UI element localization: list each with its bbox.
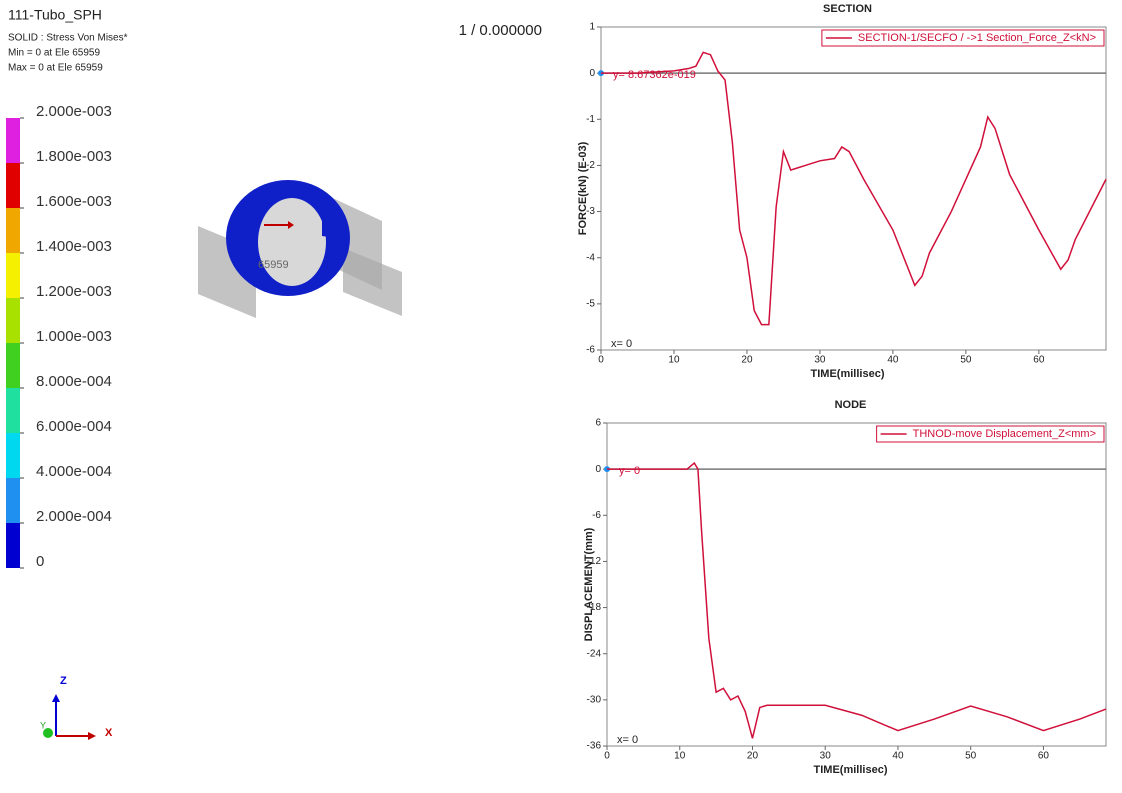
x-tick-label: 30	[820, 751, 832, 762]
triad-y	[43, 728, 53, 738]
chart-title: SECTION	[823, 3, 872, 15]
x-tick-label: 50	[960, 355, 972, 366]
colorbar-segment	[6, 343, 20, 388]
triad-x-label: X	[105, 727, 113, 739]
y-tick-label: 0	[589, 68, 595, 79]
triad-x-head	[88, 732, 96, 740]
chart: SECTION TIME(millisec) FORCE(kN) (E-03) -6 -…	[577, 3, 1107, 380]
plot-frame	[600, 26, 1107, 351]
x-tick-label: 40	[887, 355, 899, 366]
y-tick-label: 1	[589, 22, 595, 33]
colorbar-label: 2.000e-004	[36, 508, 112, 525]
y-tick-label: -4	[586, 252, 595, 263]
colorbar-segment	[6, 253, 20, 298]
colorbar-segment	[6, 478, 20, 523]
y-tick-label: -5	[586, 298, 595, 309]
colorbar-label: 1.800e-003	[36, 148, 112, 165]
legend-label: SECTION-1/SECFO / ->1 Section_Force_Z<kN…	[858, 32, 1096, 44]
series-line	[601, 51, 1107, 326]
y-tick-label: -12	[587, 556, 602, 567]
legend-label: THNOD-move Displacement_Z<mm>	[913, 428, 1096, 440]
legend: SECTION-1/SECFO / ->1 Section_Force_Z<kN…	[821, 29, 1105, 47]
arrow-head	[288, 221, 294, 229]
x-tick-label: 20	[747, 751, 759, 762]
model-view: 65959	[198, 180, 402, 318]
model-title: 111-Tubo_SPH	[8, 7, 102, 23]
plot-frame	[606, 422, 1107, 747]
x-tick-label: 30	[814, 355, 826, 366]
state-label: 1 / 0.000000	[459, 22, 542, 39]
colorbar-segment	[6, 433, 20, 478]
element-label: 65959	[258, 259, 289, 271]
legend: THNOD-move Displacement_Z<mm>	[876, 425, 1105, 443]
x-tick-label: 10	[668, 355, 680, 366]
chart: NODE TIME(millisec) DISPLACEMENT(mm) -36 -30…	[583, 399, 1107, 776]
colorbar-label: 1.400e-003	[36, 238, 112, 255]
y-tick-label: -3	[586, 206, 595, 217]
axis-triad: Z Y X	[40, 675, 113, 740]
colorbar-segment	[6, 523, 20, 568]
series-line	[607, 461, 1107, 739]
tube-inner	[258, 198, 326, 286]
triad-y-label: Y	[40, 720, 46, 730]
x-axis-label: TIME(millisec)	[811, 368, 885, 380]
colorbar-label: 2.000e-003	[36, 103, 112, 120]
y-tick-label: -36	[587, 741, 602, 752]
legend-box	[876, 425, 1105, 443]
tube-edge	[322, 210, 350, 240]
colorbar-label: 1.200e-003	[36, 283, 112, 300]
y-tick-label: -1	[586, 114, 595, 125]
x-tick-label: 40	[892, 751, 904, 762]
triad-z-head	[52, 694, 60, 702]
y-tick-label: -2	[586, 160, 595, 171]
x-tick-label: 60	[1038, 751, 1050, 762]
colorbar: 2.000e-003 1.800e-003 1.600e-003 1.400e-003…	[6, 103, 112, 570]
y-tick-label: -24	[587, 648, 602, 659]
min-info: Min = 0 at Ele 65959	[8, 48, 100, 59]
x-tick-label: 50	[965, 751, 977, 762]
max-info: Max = 0 at Ele 65959	[8, 63, 103, 74]
colorbar-segment	[6, 163, 20, 208]
y-tick-label: 6	[595, 418, 601, 429]
plane	[343, 248, 402, 316]
colorbar-label: 0	[36, 553, 44, 570]
annotation: y= 0	[619, 465, 640, 477]
y-tick-label: -30	[587, 694, 602, 705]
colorbar-label: 8.000e-004	[36, 373, 112, 390]
chart-title: NODE	[835, 399, 867, 411]
x-tick-label: 10	[674, 751, 686, 762]
colorbar-segment	[6, 298, 20, 343]
x-tick-label: 0	[598, 355, 604, 366]
annotation: x= 0	[611, 338, 632, 350]
y-tick-label: 0	[595, 464, 601, 475]
y-tick-label: -6	[586, 345, 595, 356]
legend-box	[821, 29, 1105, 47]
annotation: x= 0	[617, 734, 638, 746]
annotation: y= 8.67362e-019	[613, 69, 696, 81]
colorbar-segment	[6, 118, 20, 163]
colorbar-segment	[6, 208, 20, 253]
y-axis-label: FORCE(kN) (E-03)	[577, 141, 589, 235]
colorbar-label: 6.000e-004	[36, 418, 112, 435]
x-axis-label: TIME(millisec)	[814, 764, 888, 776]
colorbar-label: 1.600e-003	[36, 193, 112, 210]
colorbar-label: 4.000e-004	[36, 463, 112, 480]
x-tick-label: 0	[604, 751, 610, 762]
triad-z-label: Z	[60, 675, 67, 687]
y-axis-label: DISPLACEMENT(mm)	[583, 527, 595, 641]
y-tick-label: -18	[587, 602, 602, 613]
x-tick-label: 60	[1033, 355, 1045, 366]
result-type: SOLID : Stress Von Mises*	[8, 33, 128, 44]
x-tick-label: 20	[741, 355, 753, 366]
colorbar-segment	[6, 388, 20, 433]
colorbar-label: 1.000e-003	[36, 328, 112, 345]
y-tick-label: -6	[592, 510, 601, 521]
